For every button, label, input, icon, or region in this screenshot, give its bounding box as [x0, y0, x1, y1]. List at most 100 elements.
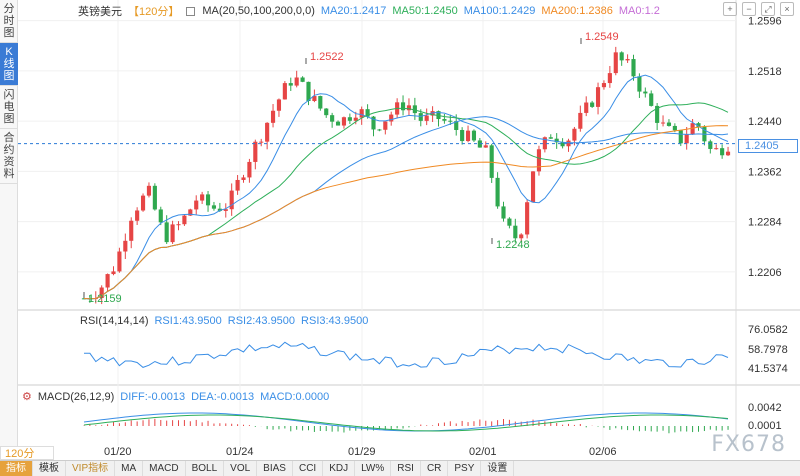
bottom-tab-1[interactable]: 模板	[33, 461, 66, 476]
candle-body	[200, 194, 205, 201]
macd-dea-value: DEA:-0.0013	[191, 390, 255, 403]
candle-body	[205, 194, 211, 206]
period-select[interactable]: 120分	[0, 446, 54, 460]
bottom-tab-5[interactable]: BOLL	[186, 461, 225, 476]
ma50-line	[83, 102, 729, 300]
ma100-value: MA100:1.2429	[463, 5, 536, 17]
zoom-in-icon[interactable]: +	[723, 2, 737, 16]
candle-body	[424, 115, 429, 121]
candle-body	[182, 215, 187, 225]
bottom-tab-0[interactable]: 指标	[0, 461, 33, 476]
price-axis-label: 1.2596	[748, 16, 782, 28]
candle-body	[684, 134, 689, 144]
ma-params[interactable]: MA(20,50,100,200,0,0)	[202, 5, 315, 17]
candle-body	[483, 145, 488, 148]
bottom-tab-8[interactable]: CCI	[293, 461, 324, 476]
close-icon[interactable]: ×	[780, 2, 794, 16]
price-axis-label: 1.2284	[748, 217, 782, 229]
candle-body	[690, 123, 695, 135]
price-annotation: 1.2159	[88, 293, 122, 305]
ma20-value: MA20:1.2417	[320, 5, 387, 17]
candle-body	[253, 141, 258, 162]
candle-body	[152, 185, 157, 210]
date-label: 01/20	[104, 446, 132, 458]
period-label[interactable]: 【120分】	[128, 6, 180, 18]
candle-body	[672, 125, 677, 131]
candle-body	[560, 142, 565, 147]
candle-body	[265, 122, 270, 142]
candle-body	[188, 209, 193, 216]
macd-axis-label: 0.0001	[748, 420, 782, 432]
candle-body	[400, 102, 406, 111]
rsi-line	[84, 341, 729, 368]
bottom-tab-7[interactable]: BIAS	[257, 461, 293, 476]
ma0-value: MA0:1.2	[618, 5, 660, 17]
chart-canvas[interactable]: 1.2596 1.2518 1.2440 1.2362 1.2284 1.2206 01/2…	[18, 0, 800, 460]
candle-body	[176, 224, 181, 226]
candle-body	[696, 123, 701, 128]
bottom-tab-3[interactable]: MA	[115, 461, 144, 476]
candle-body	[140, 195, 146, 211]
candle-body	[247, 161, 252, 178]
candle-body	[714, 148, 719, 150]
symbol-name: 英镑美元	[78, 6, 122, 18]
bottom-tab-13[interactable]: PSY	[448, 461, 482, 476]
candle-body	[554, 138, 559, 143]
candle-body	[649, 93, 654, 106]
bottom-tab-10[interactable]: LW%	[355, 461, 392, 476]
candle-body	[81, 298, 87, 300]
candle-body	[501, 206, 506, 219]
tab-kline-chart[interactable]: K线图	[0, 43, 18, 86]
candle-body	[418, 113, 423, 121]
tab-time-chart[interactable]: 分时图	[0, 0, 18, 43]
bottom-tab-2[interactable]: VIP指标	[66, 461, 116, 476]
candle-body	[601, 83, 607, 88]
candle-body	[129, 220, 134, 241]
tab-flash-chart[interactable]: 闪电图	[0, 86, 18, 129]
date-label: 01/29	[348, 446, 376, 458]
candle-body	[460, 129, 465, 142]
candle-body	[660, 122, 666, 124]
rsi2-value: RSI2:43.9500	[227, 315, 296, 327]
candle-body	[678, 130, 683, 144]
candle-body	[300, 77, 305, 82]
zoom-out-icon[interactable]: −	[742, 2, 756, 16]
tab-contract-info[interactable]: 合约资料	[0, 129, 18, 184]
candle-body	[223, 209, 228, 211]
candle-body	[158, 209, 163, 223]
rsi-params[interactable]: RSI(14,14,14)	[80, 315, 149, 327]
candle-body	[135, 210, 140, 221]
indicator-toolbar: 指标 模板 VIP指标 MA MACD BOLL VOL BIAS CCI KDJ LW% RSI CR…	[0, 460, 800, 476]
candle-body	[542, 137, 547, 150]
candle-body	[164, 222, 169, 243]
bottom-tab-14[interactable]: 设置	[481, 461, 515, 476]
candle-body	[123, 240, 128, 252]
settings-icon[interactable]: ⚙	[22, 391, 32, 403]
candle-body	[259, 141, 264, 143]
candle-body	[412, 105, 417, 114]
fullscreen-icon[interactable]: ⤢	[761, 2, 775, 16]
bottom-tab-6[interactable]: VOL	[224, 461, 258, 476]
candle-body	[507, 218, 512, 226]
candle-body	[637, 76, 642, 92]
rsi3-value: RSI3:43.9500	[301, 315, 369, 327]
candle-body	[454, 121, 459, 130]
macd-params[interactable]: MACD(26,12,9)	[37, 390, 115, 403]
bottom-tab-12[interactable]: CR	[421, 461, 449, 476]
rsi-legend: RSI(14,14,14) RSI1:43.9500 RSI2:43.9500 …	[80, 315, 368, 327]
candle-body	[117, 251, 122, 272]
candle-body	[324, 108, 329, 116]
bottom-tab-9[interactable]: KDJ	[323, 461, 356, 476]
candle-body	[406, 105, 412, 111]
candle-body	[471, 130, 477, 141]
ma-toggle-checkbox[interactable]	[186, 6, 196, 16]
candle-body	[613, 52, 618, 74]
rsi-axis-label: 41.5374	[748, 363, 788, 375]
bottom-tab-11[interactable]: RSI	[391, 461, 421, 476]
bottom-tab-4[interactable]: MACD	[143, 461, 186, 476]
candle-body	[347, 117, 352, 121]
candle-body	[217, 208, 222, 211]
price-axis-label: 1.2518	[748, 66, 782, 78]
candle-body	[365, 109, 370, 117]
candle-body	[666, 122, 672, 126]
